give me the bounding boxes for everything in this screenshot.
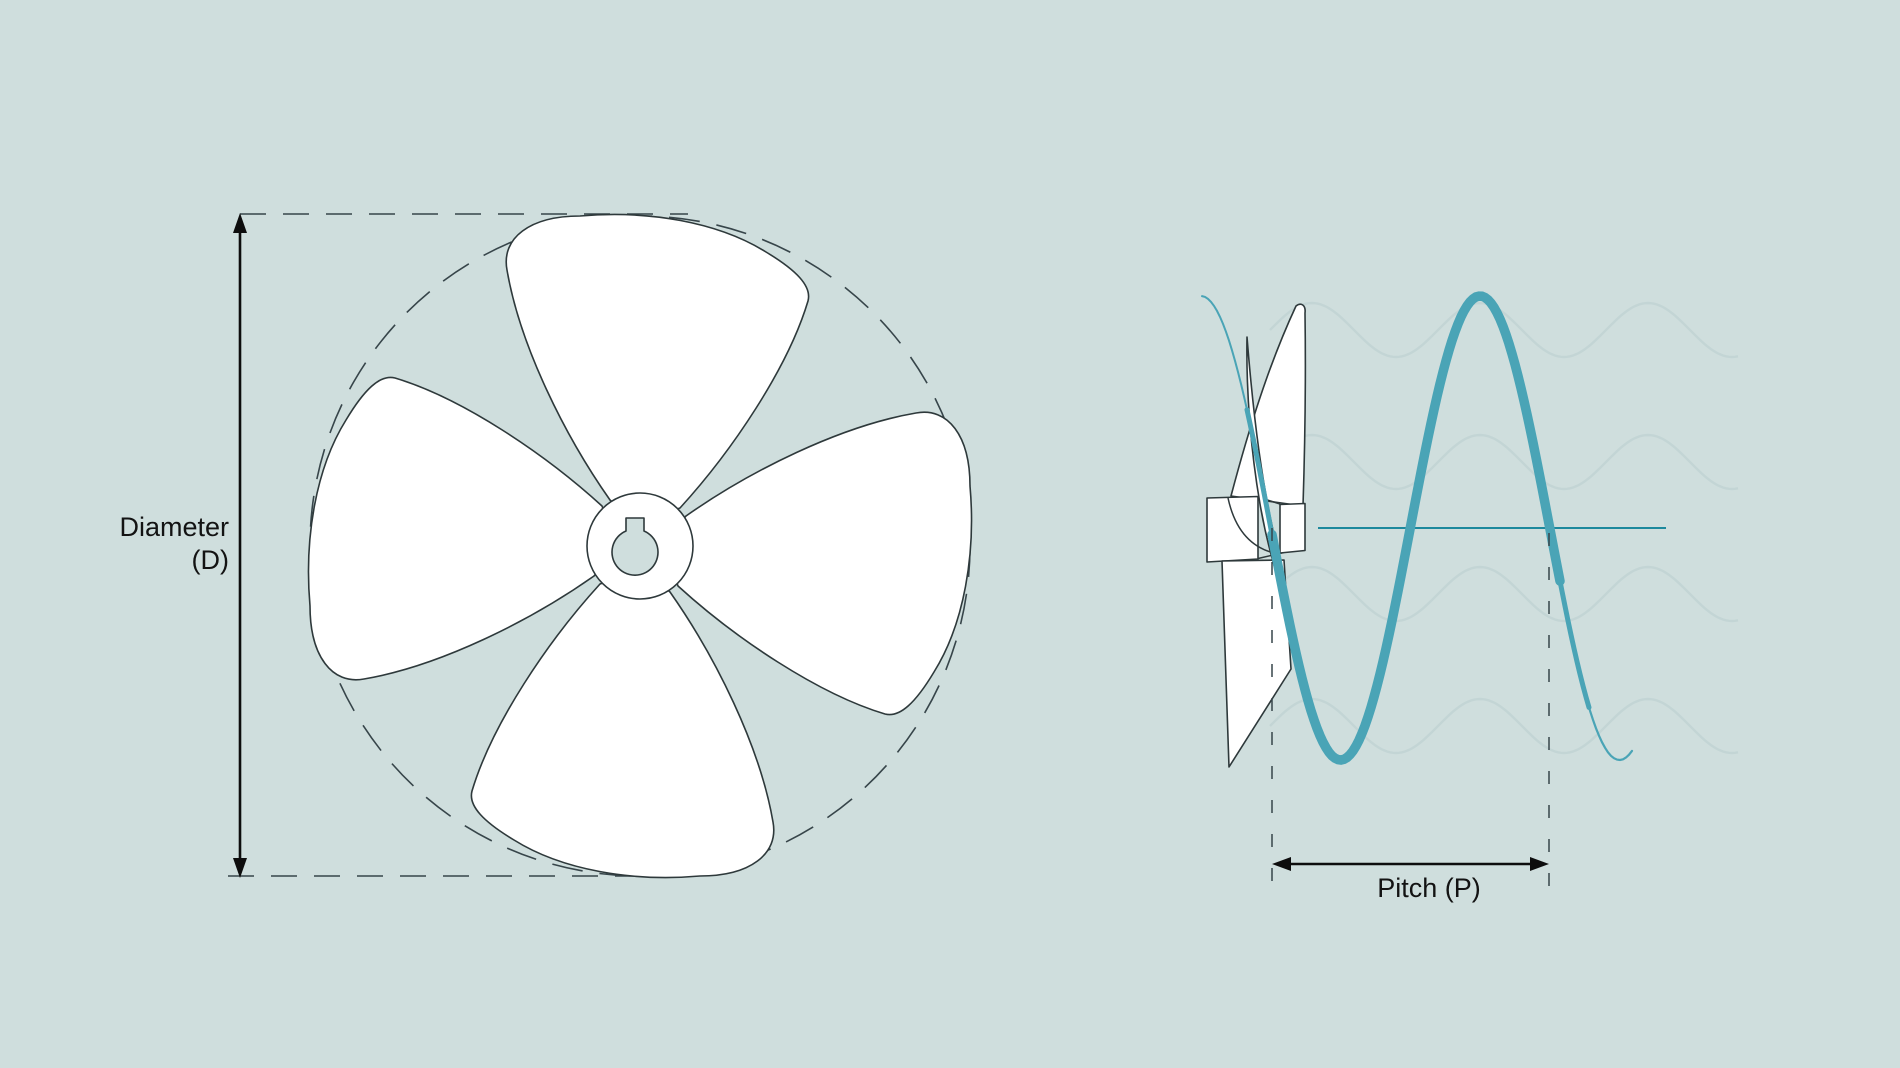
background-helix-wave (1269, 301, 1739, 359)
hub-side-left (1206, 495, 1259, 563)
hub-side-right (1279, 502, 1306, 554)
blade-root-curve (1227, 497, 1275, 554)
background-helix-waves (1269, 301, 1739, 755)
propeller-blade (307, 376, 610, 681)
helix-wave-segment (1553, 558, 1592, 710)
propeller-blade (470, 576, 775, 879)
front-view: Diameter (D) (119, 213, 973, 879)
side-blade-lower (1221, 559, 1292, 768)
background-helix-wave (1269, 433, 1739, 491)
helix-wave-segment (1267, 291, 1565, 765)
side-view: Pitch (P) (1201, 291, 1739, 903)
diameter-label: Diameter (119, 512, 229, 542)
pitch-dimension-arrow (1272, 857, 1549, 871)
helix-wave-segment (1201, 295, 1251, 425)
side-blade-upper (1230, 303, 1307, 507)
propeller-blade (670, 411, 973, 716)
helix-wave-segment (1582, 688, 1634, 762)
background-helix-wave (1269, 565, 1739, 623)
propeller-front (307, 213, 973, 879)
diameter-dimension-arrow (233, 213, 247, 878)
shaft-keyway-bore (611, 517, 659, 576)
pitch-label: Pitch (P) (1377, 873, 1481, 903)
diameter-label-symbol: (D) (192, 545, 229, 575)
propeller-blade (505, 213, 810, 516)
background-helix-wave (1269, 697, 1739, 755)
